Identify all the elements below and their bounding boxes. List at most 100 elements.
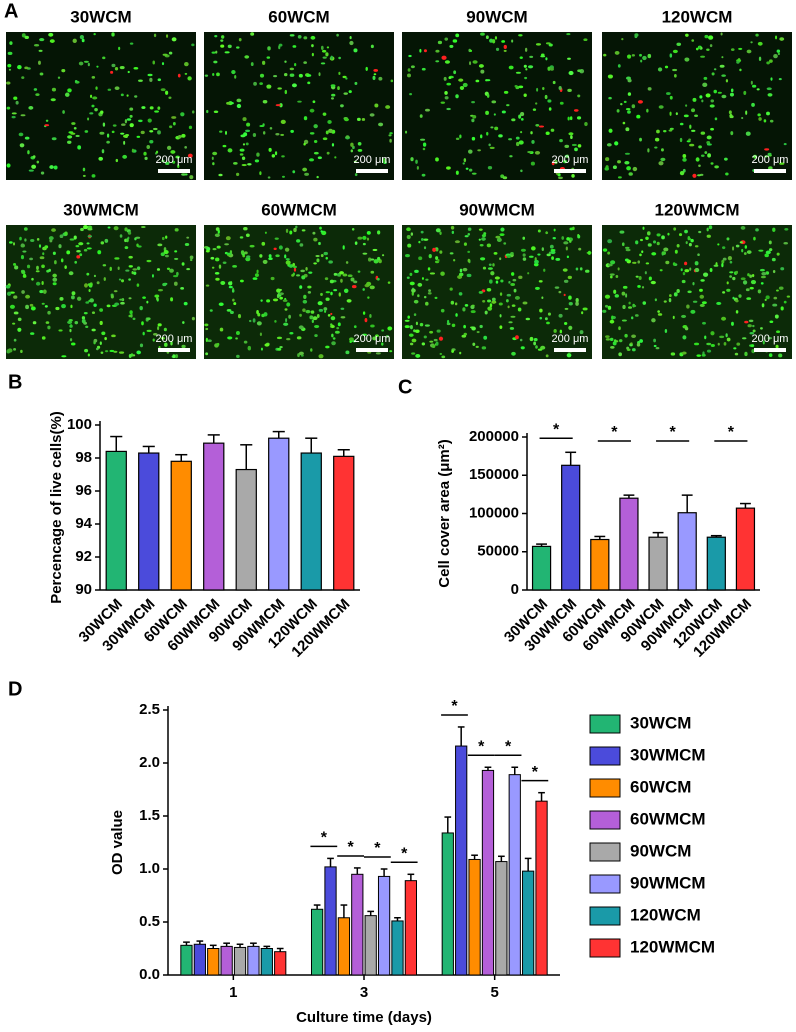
cell (141, 106, 146, 110)
cell (6, 81, 11, 85)
cell (663, 300, 667, 303)
cell (701, 301, 707, 305)
cell (342, 75, 347, 79)
cell (85, 301, 90, 304)
cell (390, 79, 394, 83)
bar (391, 920, 404, 976)
cell (8, 68, 12, 71)
cell (191, 316, 195, 321)
cell (303, 36, 308, 40)
cell (571, 174, 575, 178)
cell (429, 340, 434, 343)
cell (431, 344, 436, 349)
cell (226, 252, 232, 256)
cell (450, 300, 455, 305)
cell (415, 353, 421, 358)
cell (331, 341, 336, 346)
cell (311, 52, 314, 57)
cell (9, 41, 13, 45)
cell (475, 79, 480, 83)
cell (688, 138, 691, 141)
cell (307, 285, 312, 289)
cell (550, 248, 556, 252)
cell (490, 126, 494, 129)
cell (71, 295, 75, 300)
cell (764, 298, 767, 302)
cell (550, 128, 555, 132)
cell (535, 123, 540, 127)
cell (157, 323, 162, 327)
cell (634, 33, 639, 37)
cell (312, 100, 316, 104)
cell (625, 293, 628, 298)
cell (66, 250, 71, 255)
cell (64, 265, 67, 270)
cell (247, 163, 252, 166)
cell (11, 112, 17, 115)
cell (264, 231, 267, 234)
cell (331, 324, 335, 329)
cell (28, 169, 34, 172)
cell (354, 241, 358, 245)
cell (543, 268, 546, 272)
cell (41, 280, 44, 285)
cell (480, 69, 485, 74)
cell (25, 304, 30, 310)
cell (656, 241, 660, 246)
cell (126, 94, 129, 97)
scale-bar (554, 348, 586, 352)
cell (419, 322, 424, 327)
cell (693, 342, 700, 346)
cell (115, 158, 119, 163)
cell (725, 172, 729, 176)
cell (507, 305, 510, 309)
cell (254, 273, 259, 278)
cell (522, 236, 526, 240)
cell (471, 172, 477, 175)
cell (479, 243, 484, 247)
cell (493, 113, 496, 116)
cell (327, 120, 332, 124)
cell (118, 351, 125, 354)
cell (511, 351, 516, 356)
cell (465, 167, 469, 170)
cell (118, 278, 122, 281)
cell (82, 174, 86, 177)
cell (713, 68, 717, 71)
cell (498, 302, 503, 306)
significance-star: * (670, 424, 677, 441)
cell (606, 143, 612, 147)
cell (407, 68, 411, 72)
cell (680, 268, 683, 272)
cell (170, 297, 174, 302)
cell (535, 286, 540, 290)
cell (672, 49, 678, 54)
y-tick-label: 100000 (469, 504, 519, 521)
cell (252, 318, 256, 323)
cell (729, 271, 734, 274)
cell (262, 60, 266, 65)
cell (219, 130, 223, 133)
cell (775, 344, 779, 349)
cell (408, 333, 414, 337)
significance-star: * (347, 839, 354, 856)
y-axis-label: OD value (109, 810, 126, 875)
cell (114, 67, 119, 71)
cell (310, 310, 315, 314)
cell (552, 236, 556, 240)
cell (334, 156, 337, 159)
cell (81, 38, 85, 43)
cell (19, 143, 25, 148)
cell (767, 93, 773, 97)
bar (508, 774, 521, 976)
cell (562, 268, 568, 272)
cell (472, 342, 476, 347)
cell (72, 38, 77, 44)
cell (227, 44, 232, 49)
cell (345, 350, 350, 355)
cell (273, 247, 277, 251)
cell (276, 336, 283, 340)
cell (637, 260, 641, 264)
cell (506, 293, 512, 297)
cell (239, 279, 244, 283)
